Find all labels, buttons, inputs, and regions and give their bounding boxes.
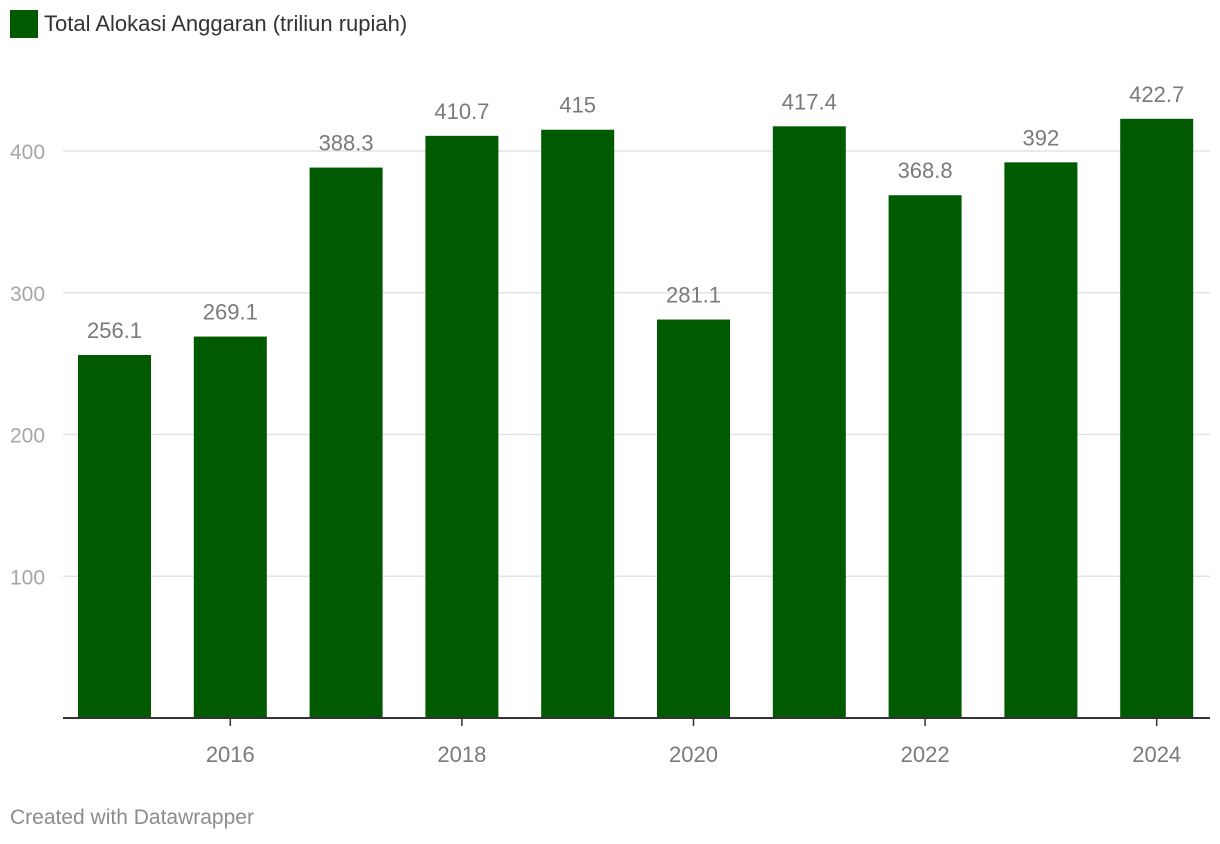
bar-value-label: 392 bbox=[1023, 125, 1060, 150]
bar bbox=[193, 336, 267, 718]
bar bbox=[309, 167, 383, 719]
x-tick-label: 2024 bbox=[1132, 742, 1181, 767]
bar-value-label: 281.1 bbox=[666, 283, 721, 308]
y-tick-label: 200 bbox=[10, 425, 45, 448]
bar-value-label: 415 bbox=[559, 93, 596, 118]
bar-value-label: 269.1 bbox=[203, 300, 258, 325]
bar bbox=[1004, 162, 1078, 719]
credit-text: Created with Datawrapper bbox=[10, 806, 254, 829]
x-tick-label: 2018 bbox=[437, 742, 486, 767]
bar bbox=[1120, 118, 1194, 718]
bar bbox=[541, 129, 615, 719]
bar bbox=[657, 319, 730, 718]
bar-value-label: 256.1 bbox=[87, 318, 142, 343]
bar bbox=[425, 135, 499, 718]
legend-swatch bbox=[10, 10, 38, 38]
bar-value-label: 388.3 bbox=[319, 131, 374, 156]
bar bbox=[772, 126, 846, 718]
bar-value-label: 417.4 bbox=[782, 89, 837, 114]
y-tick-label: 300 bbox=[10, 283, 45, 306]
bar-value-label: 422.7 bbox=[1129, 82, 1184, 107]
x-tick-label: 2020 bbox=[669, 742, 718, 767]
x-tick-label: 2016 bbox=[206, 742, 255, 767]
legend: Total Alokasi Anggaran (triliun rupiah) bbox=[10, 10, 407, 38]
bar bbox=[888, 195, 962, 718]
bar-value-label: 368.8 bbox=[898, 158, 953, 183]
legend-label: Total Alokasi Anggaran (triliun rupiah) bbox=[44, 11, 408, 36]
y-tick-label: 100 bbox=[10, 566, 45, 589]
bar bbox=[78, 354, 151, 718]
x-tick-label: 2022 bbox=[901, 742, 950, 767]
bar-value-label: 410.7 bbox=[434, 99, 489, 124]
y-tick-label: 400 bbox=[10, 141, 45, 164]
